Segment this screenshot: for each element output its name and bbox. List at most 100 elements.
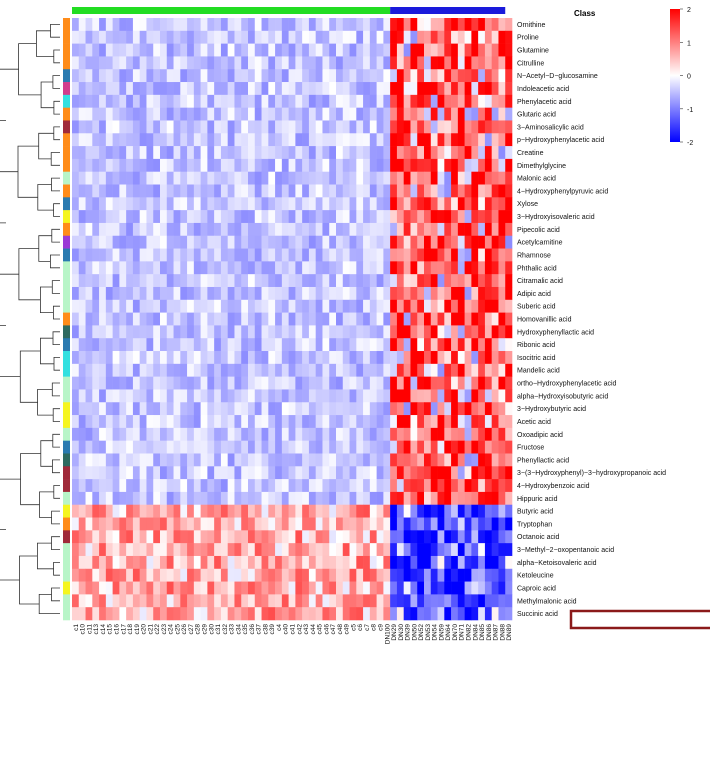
heatmap-cell (302, 312, 310, 326)
heatmap-cell (227, 30, 235, 44)
heatmap-cell (356, 261, 364, 275)
heatmap-cell (444, 594, 452, 608)
heatmap-cell (200, 491, 208, 506)
heatmap-cell (322, 581, 330, 595)
heatmap-cell (329, 248, 337, 262)
heatmap-cell (410, 274, 418, 288)
heatmap-cell (484, 299, 492, 313)
column-label: c25 (174, 624, 181, 635)
heatmap-cell (430, 120, 438, 134)
heatmap-cell (288, 299, 296, 313)
heatmap-cell (356, 107, 364, 121)
heatmap-cell (268, 43, 276, 57)
heatmap-cell (105, 274, 113, 288)
heatmap-cell (166, 568, 174, 582)
heatmap-cell (119, 517, 127, 531)
heatmap-cell (72, 568, 80, 582)
heatmap-cell (315, 389, 323, 403)
heatmap-cell (410, 158, 418, 172)
heatmap-cell (342, 107, 350, 121)
heatmap-cell (410, 517, 418, 531)
heatmap-cell (315, 235, 323, 249)
heatmap-cell (369, 30, 377, 44)
heatmap-cell (424, 261, 432, 275)
heatmap-cell (139, 363, 147, 377)
heatmap-cell (336, 312, 344, 326)
heatmap-cell (396, 594, 404, 608)
column-label: DN39 (405, 624, 412, 641)
heatmap-cell (139, 261, 147, 275)
heatmap-cell (160, 338, 168, 352)
heatmap-cell (166, 517, 174, 531)
heatmap-cell (336, 248, 344, 262)
heatmap-cell (193, 402, 201, 416)
heatmap-cell (424, 184, 432, 198)
row-dendrogram-branch (53, 305, 60, 320)
heatmap-cell (464, 402, 472, 416)
heatmap-cell (383, 568, 391, 582)
row-label: Suberic acid (517, 304, 556, 311)
heatmap-cell (396, 261, 404, 275)
heatmap-cell (72, 440, 80, 454)
heatmap-cell (295, 261, 303, 275)
heatmap-cell (268, 440, 276, 454)
heatmap-cell (410, 43, 418, 57)
column-label: DN71 (459, 624, 466, 641)
heatmap-cell (146, 363, 154, 377)
heatmap-cell (390, 274, 398, 288)
heatmap-cell (220, 299, 228, 313)
heatmap-cell (227, 43, 235, 57)
heatmap-cell (498, 479, 506, 493)
heatmap-cell (424, 376, 432, 390)
heatmap-cell (424, 30, 432, 44)
heatmap-cell (444, 517, 452, 531)
heatmap-cell (410, 82, 418, 96)
heatmap-cell (315, 197, 323, 211)
row-category-swatch (63, 158, 70, 172)
heatmap-cell (160, 440, 168, 454)
heatmap-cell (444, 43, 452, 57)
heatmap-cell (126, 581, 134, 595)
heatmap-cell (248, 479, 256, 493)
heatmap-cell (396, 222, 404, 237)
heatmap-cell (363, 440, 371, 454)
heatmap-cell (363, 248, 371, 262)
row-category-swatch (63, 594, 70, 608)
column-label: DN88 (499, 624, 506, 641)
heatmap-cell (424, 312, 432, 326)
heatmap-cell (403, 286, 411, 301)
heatmap-cell (424, 415, 432, 429)
heatmap-cell (295, 197, 303, 211)
heatmap-cell (491, 43, 499, 57)
heatmap-cell (166, 402, 174, 416)
heatmap-cell (126, 248, 134, 262)
heatmap-cell (288, 363, 296, 377)
heatmap-cell (369, 171, 377, 185)
heatmap-cell (180, 82, 188, 96)
heatmap-cell (403, 210, 411, 224)
heatmap-cell (424, 363, 432, 377)
row-label: Indoleacetic acid (517, 86, 569, 93)
heatmap-cell (220, 594, 228, 608)
heatmap-cell (322, 594, 330, 608)
heatmap-cell (220, 453, 228, 467)
heatmap-cell (112, 286, 120, 301)
heatmap-cell (268, 415, 276, 429)
heatmap-cell (498, 466, 506, 480)
heatmap-cell (180, 517, 188, 531)
heatmap-cell (437, 171, 445, 185)
heatmap-cell (78, 43, 86, 57)
heatmap-cell (396, 415, 404, 429)
heatmap-cell (451, 466, 459, 480)
heatmap-cell (139, 107, 147, 121)
heatmap-cell (430, 427, 438, 441)
row-category-swatch (63, 351, 70, 365)
heatmap-cell (99, 171, 107, 185)
row-dendrogram (0, 24, 60, 614)
heatmap-cell (288, 133, 296, 147)
heatmap-cell (383, 453, 391, 467)
heatmap-cell (505, 453, 513, 467)
heatmap-cell (72, 543, 80, 557)
heatmap-cell (248, 312, 256, 326)
heatmap-cell (288, 43, 296, 57)
